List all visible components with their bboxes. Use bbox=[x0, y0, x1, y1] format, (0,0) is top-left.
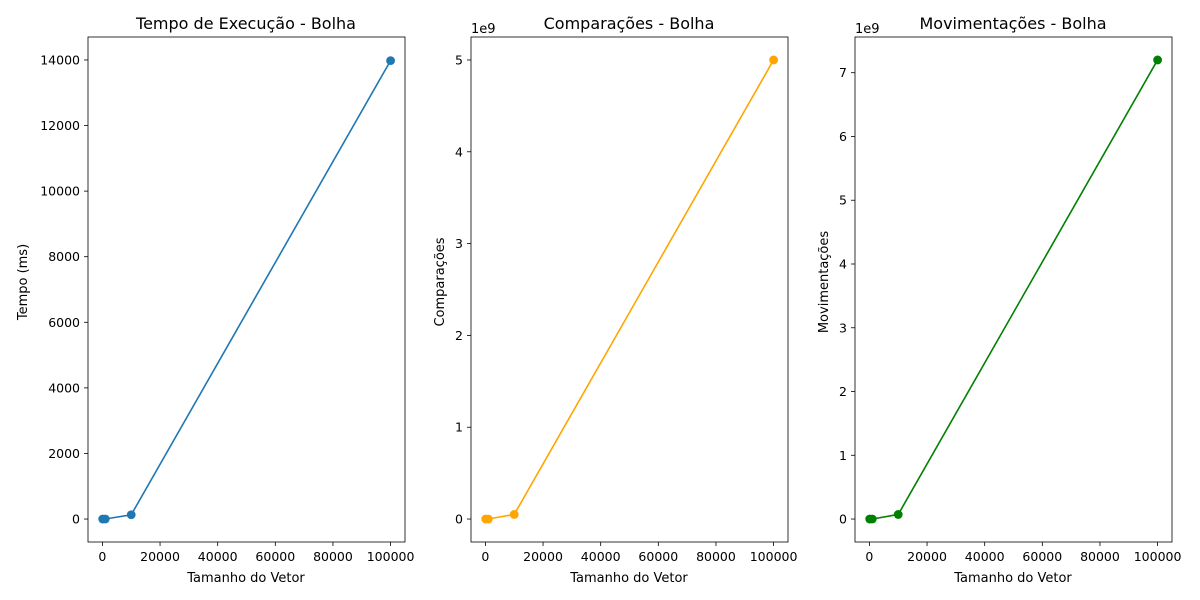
x-tick-label: 0 bbox=[98, 549, 106, 564]
y-tick-label: 6 bbox=[839, 129, 847, 144]
y-axis-label: Comparações bbox=[433, 237, 448, 326]
y-axis-label: Tempo (ms) bbox=[16, 244, 31, 321]
y-tick-label: 6000 bbox=[48, 315, 80, 330]
y-tick-label: 8000 bbox=[48, 249, 80, 264]
y-tick-label: 3 bbox=[455, 236, 463, 251]
x-tick-label: 40000 bbox=[965, 549, 1005, 564]
plot-area-3: 0 20000 40000 60000 80000 100000 0 1 2 3 4 5 6 7 bbox=[839, 36, 1182, 564]
subplot-movimentacoes: Movimentações - Bolha 1e9 Movimentações … bbox=[817, 14, 1107, 586]
data-point bbox=[1153, 55, 1162, 65]
chart-title: Tempo de Execução - Bolha bbox=[135, 14, 356, 33]
y-axis-label: Movimentações bbox=[817, 231, 832, 334]
data-point bbox=[483, 514, 493, 524]
y-tick-label: 7 bbox=[839, 65, 847, 80]
x-tick-label: 100000 bbox=[1134, 549, 1182, 564]
y-tick-label: 4 bbox=[839, 256, 847, 271]
plot-area-2: 0 20000 40000 60000 80000 100000 0 1 2 3 4 5 bbox=[455, 36, 798, 564]
x-tick-label: 20000 bbox=[523, 549, 563, 564]
y-tick-label: 0 bbox=[839, 512, 847, 527]
x-tick-label: 0 bbox=[865, 549, 873, 564]
y-tick-label: 3 bbox=[839, 320, 847, 335]
axes-frame bbox=[854, 36, 1173, 543]
subplot-comparacoes: Comparações - Bolha 1e9 Comparações Tama… bbox=[433, 14, 714, 586]
y-tick-label: 12000 bbox=[40, 118, 80, 133]
x-axis-label: Tamanho do Vetor bbox=[186, 571, 305, 586]
y-tick-label: 5 bbox=[839, 193, 847, 208]
x-tick-label: 80000 bbox=[1080, 549, 1120, 564]
offset-label: 1e9 bbox=[471, 22, 496, 37]
y-tick-label: 0 bbox=[72, 512, 80, 527]
y-tick-label: 4 bbox=[455, 144, 463, 159]
y-tick-label: 14000 bbox=[40, 52, 80, 67]
plot-area-1: 0 20000 40000 60000 80000 100000 0 2000 4000 6000… bbox=[40, 36, 415, 564]
offset-label: 1e9 bbox=[855, 22, 880, 37]
y-tick-label: 4000 bbox=[48, 380, 80, 395]
chart-title: Movimentações - Bolha bbox=[919, 14, 1106, 33]
x-tick-label: 60000 bbox=[255, 549, 295, 564]
x-tick-label: 20000 bbox=[140, 549, 180, 564]
axes-frame bbox=[470, 36, 789, 543]
x-tick-label: 0 bbox=[481, 549, 489, 564]
x-tick-label: 60000 bbox=[1022, 549, 1062, 564]
data-point bbox=[509, 510, 519, 519]
x-tick-label: 100000 bbox=[367, 549, 415, 564]
y-tick-label: 1 bbox=[455, 420, 463, 435]
x-tick-label: 20000 bbox=[907, 549, 947, 564]
data-point bbox=[126, 510, 136, 520]
y-tick-label: 0 bbox=[455, 512, 463, 527]
x-tick-label: 80000 bbox=[696, 549, 736, 564]
subplot-tempo: Tempo de Execução - Bolha Tempo (ms) Tam… bbox=[16, 14, 356, 586]
y-tick-label: 10000 bbox=[40, 184, 80, 199]
x-tick-label: 40000 bbox=[198, 549, 238, 564]
data-point bbox=[386, 56, 395, 66]
x-axis-label: Tamanho do Vetor bbox=[569, 571, 688, 586]
data-point bbox=[100, 514, 110, 524]
data-point bbox=[893, 510, 903, 519]
chart-title: Comparações - Bolha bbox=[544, 14, 715, 33]
x-tick-label: 100000 bbox=[750, 549, 798, 564]
y-tick-label: 2 bbox=[455, 328, 463, 343]
x-tick-label: 40000 bbox=[581, 549, 621, 564]
y-tick-label: 5 bbox=[455, 52, 463, 67]
y-tick-label: 2 bbox=[839, 384, 847, 399]
data-point bbox=[867, 514, 877, 524]
x-tick-label: 60000 bbox=[638, 549, 678, 564]
x-tick-label: 80000 bbox=[313, 549, 353, 564]
y-tick-label: 2000 bbox=[48, 446, 80, 461]
data-point bbox=[769, 55, 778, 65]
axes-frame bbox=[87, 36, 406, 543]
x-axis-label: Tamanho do Vetor bbox=[953, 571, 1072, 586]
y-tick-label: 1 bbox=[839, 448, 847, 463]
